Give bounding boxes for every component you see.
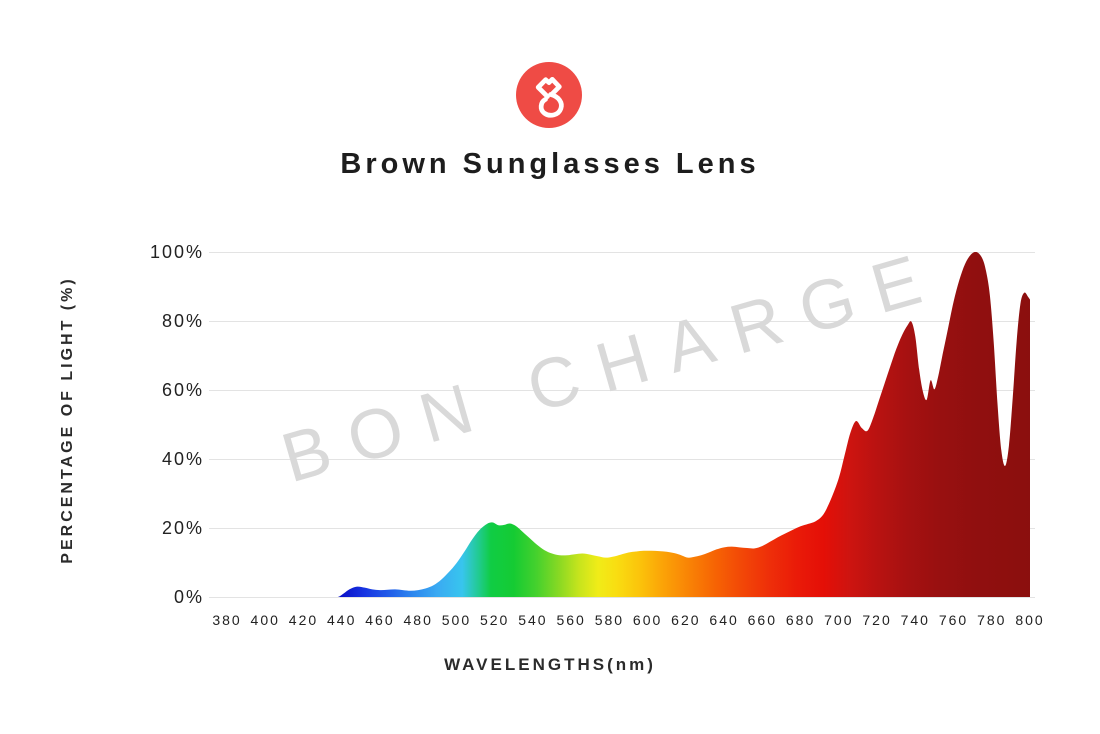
y-axis-tick-labels: 100% 80% 60% 40% 20% 0%	[112, 242, 204, 607]
x-tick-label: 640	[709, 612, 739, 628]
x-tick-label: 540	[518, 612, 548, 628]
x-tick-label: 780	[977, 612, 1007, 628]
x-tick-label: 400	[250, 612, 280, 628]
x-tick-label: 680	[785, 612, 816, 628]
y-tick-label: 60%	[161, 380, 204, 400]
y-axis-title: PERCENTAGE OF LIGHT (%)	[59, 276, 76, 564]
x-tick-label: 440	[327, 612, 357, 628]
x-tick-label: 720	[862, 612, 892, 628]
spectrum-area-chart	[227, 252, 1030, 597]
x-tick-label: 740	[900, 612, 930, 628]
plot-area: BON CHARGE	[209, 235, 1035, 598]
chart-title: Brown Sunglasses Lens	[340, 148, 760, 180]
y-tick-label: 0%	[173, 587, 204, 607]
y-tick-label: 20%	[161, 518, 204, 538]
y-tick-label: 80%	[161, 311, 204, 331]
x-tick-label: 520	[479, 612, 510, 628]
y-tick-label: 100%	[149, 242, 204, 262]
x-tick-label: 660	[747, 612, 778, 628]
x-tick-label: 620	[671, 612, 701, 628]
gridline	[209, 252, 1035, 253]
x-tick-label: 560	[556, 612, 586, 628]
x-tick-label: 500	[441, 612, 472, 628]
gridline	[209, 528, 1035, 529]
x-tick-label: 580	[594, 612, 625, 628]
spectrum-area-path	[227, 252, 1030, 597]
x-tick-label: 420	[288, 612, 319, 628]
brand-logo	[516, 62, 582, 128]
x-tick-label: 760	[938, 612, 969, 628]
bon-charge-figure8-icon	[516, 62, 582, 128]
x-tick-label: 460	[365, 612, 395, 628]
x-tick-label: 600	[632, 612, 663, 628]
x-axis-title: WAVELENGTHS(nm)	[444, 655, 656, 674]
x-axis-tick-labels: 380 400 420 440 460 480 500 520 540 560 580 600 620 6…	[212, 597, 1042, 631]
y-tick-label: 40%	[161, 449, 204, 469]
gridline	[209, 459, 1035, 460]
x-tick-label: 480	[403, 612, 433, 628]
gridline	[209, 321, 1035, 322]
x-tick-label: 800	[1015, 612, 1045, 628]
gridline	[209, 597, 1035, 598]
x-tick-label: 380	[212, 612, 242, 628]
gridline	[209, 390, 1035, 391]
x-tick-label: 700	[824, 612, 854, 628]
